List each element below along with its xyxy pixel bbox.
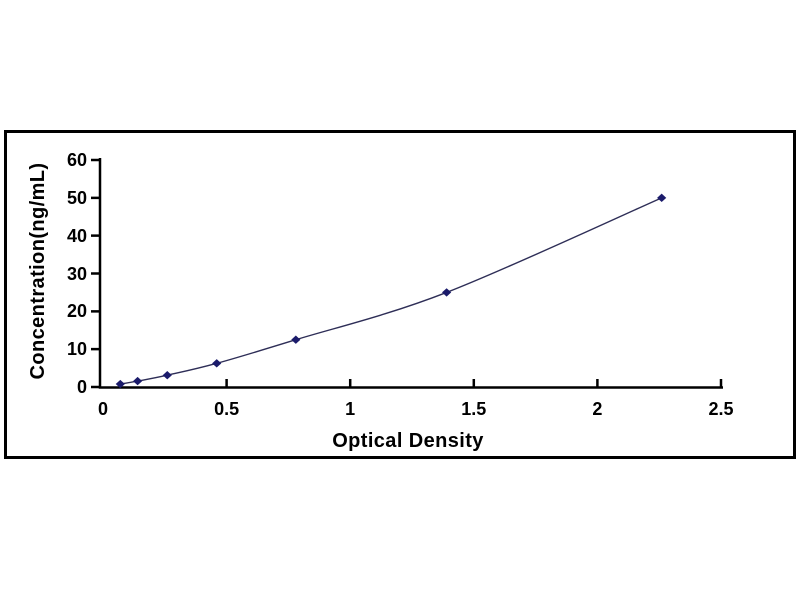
y-tick-label-6: 60 [66, 150, 87, 170]
y-tick-label-1: 10 [66, 339, 87, 360]
y-axis-title: Concentration(ng/mL) [27, 162, 49, 380]
y-tick-label-4: 40 [66, 225, 87, 246]
y-tick-label-2: 20 [66, 301, 87, 322]
x-tick-label-5: 2.5 [708, 399, 734, 419]
x-tick-label-1: 0.5 [214, 399, 240, 419]
data-point-marker [115, 379, 125, 389]
data-point-markers [115, 193, 667, 389]
data-point-marker [291, 335, 301, 344]
y-tick-label-0: 0 [76, 377, 87, 397]
y-axis-ticks [91, 158, 100, 389]
x-tick-label-0: 0 [97, 399, 108, 419]
x-tick-label-2: 1 [345, 399, 356, 419]
y-tick-label-5: 50 [66, 187, 87, 208]
x-tick-label-3: 1.5 [461, 399, 487, 419]
data-point-marker [657, 193, 667, 203]
data-point-marker [212, 359, 222, 368]
x-axis-ticks [225, 379, 723, 387]
data-point-marker [133, 376, 143, 386]
x-tick-label-4: 2 [592, 399, 603, 419]
chart-frame [4, 130, 796, 459]
data-point-marker [442, 288, 452, 297]
standard-curve-line [120, 197, 662, 385]
axis-lines [98, 158, 723, 389]
x-axis-title: Optical Density [332, 430, 484, 452]
data-point-marker [162, 371, 172, 380]
y-tick-label-3: 30 [66, 263, 87, 284]
